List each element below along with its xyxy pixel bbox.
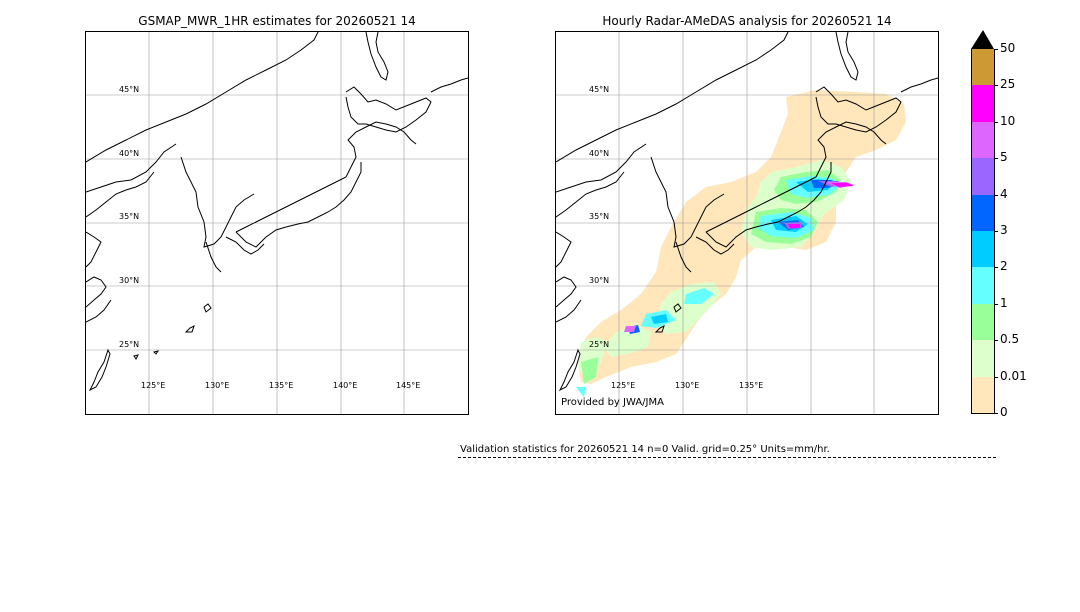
colorbar-segment (972, 376, 994, 414)
right-map-title: Hourly Radar-AMeDAS analysis for 2026052… (602, 14, 892, 28)
colorbar-segment (972, 340, 994, 378)
colorbar-tick-label: 0 (1000, 405, 1008, 419)
colorbar-segment (972, 121, 994, 159)
left-lon-140: 140°E (333, 381, 358, 390)
colorbar (971, 49, 995, 414)
colorbar-tick-label: 10 (1000, 113, 1016, 128)
colorbar-tick-mark (994, 85, 998, 87)
right-lat-25: 25°N (589, 340, 610, 349)
colorbar-segment (972, 85, 994, 123)
colorbar-tick-mark (994, 194, 998, 196)
colorbar-extend-triangle (971, 30, 994, 49)
colorbar-segment (972, 303, 994, 341)
left-lon-145: 145°E (396, 381, 421, 390)
right-graticule (556, 32, 938, 414)
colorbar-tick-label: 4 (1000, 186, 1008, 201)
left-map-canvas (86, 32, 468, 414)
right-lat-30: 30°N (589, 276, 610, 285)
left-map (85, 31, 469, 415)
right-lon-130: 130°E (675, 381, 700, 390)
colorbar-segment (972, 267, 994, 305)
colorbar-segment (972, 49, 994, 86)
right-lat-40: 40°N (589, 149, 610, 158)
colorbar-tick-mark (994, 49, 998, 50)
colorbar-extend-arrow (971, 30, 994, 49)
precipitation-field (576, 90, 906, 397)
colorbar-tick-label: 1 (1000, 295, 1008, 310)
colorbar-segment (972, 158, 994, 196)
validation-dashed-line (458, 457, 996, 458)
colorbar-tick-mark (994, 413, 998, 414)
colorbar-tick-mark (994, 340, 998, 342)
colorbar-tick-label: 5 (1000, 150, 1008, 165)
colorbar-tick-label: 0.5 (1000, 332, 1020, 347)
colorbar-tick-mark (994, 303, 998, 305)
left-lon-125: 125°E (141, 381, 166, 390)
left-lat-25: 25°N (119, 340, 140, 349)
left-coastlines (86, 32, 468, 392)
colorbar-tick-mark (994, 267, 998, 269)
right-lat-35: 35°N (589, 212, 610, 221)
colorbar-tick-label: 3 (1000, 223, 1008, 237)
left-lat-30: 30°N (119, 276, 140, 285)
left-lat-35: 35°N (119, 212, 140, 221)
left-graticule (86, 32, 468, 414)
colorbar-tick-mark (994, 158, 998, 160)
left-lon-135: 135°E (269, 381, 294, 390)
validation-statistics: Validation statistics for 20260521 14 n=… (460, 444, 830, 455)
right-lat-45: 45°N (589, 85, 610, 94)
colorbar-segment (972, 194, 994, 232)
right-lon-125: 125°E (611, 381, 636, 390)
colorbar-tick-mark (994, 231, 998, 232)
colorbar-tick-label: 50 (1000, 41, 1016, 55)
right-map (555, 31, 939, 415)
left-map-title: GSMAP_MWR_1HR estimates for 20260521 14 (138, 14, 416, 28)
colorbar-tick-label: 0.01 (1000, 368, 1027, 383)
colorbar-tick-label: 2 (1000, 259, 1008, 274)
colorbar-tick-label: 25 (1000, 77, 1016, 92)
left-lat-45: 45°N (119, 85, 140, 94)
colorbar-tick-mark (994, 376, 998, 378)
left-lat-40: 40°N (119, 149, 140, 158)
colorbar-tick-mark (994, 121, 998, 123)
colorbar-segment (972, 231, 994, 268)
right-coastlines (556, 32, 938, 392)
right-lon-135: 135°E (739, 381, 764, 390)
left-lon-130: 130°E (205, 381, 230, 390)
provider-credit: Provided by JWA/JMA (561, 397, 664, 408)
right-map-canvas (556, 32, 938, 414)
